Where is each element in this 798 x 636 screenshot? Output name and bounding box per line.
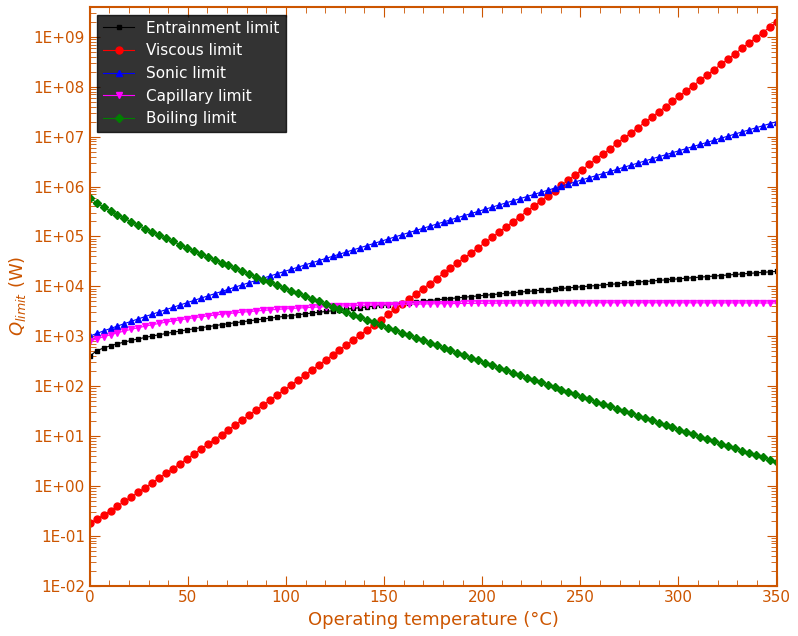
Sonic limit (244, 279, 254, 286)
Capillary limit (723, 299, 733, 307)
Sonic limit (717, 134, 726, 142)
Line: Entrainment limit: Entrainment limit (87, 269, 779, 359)
Legend: Entrainment limit, Viscous limit, Sonic limit, Capillary limit, Boiling limit: Entrainment limit, Viscous limit, Sonic … (97, 15, 286, 132)
Boiling limit (85, 194, 94, 202)
Line: Capillary limit: Capillary limit (87, 300, 780, 344)
Viscous limit (494, 228, 504, 236)
Boiling limit (217, 259, 227, 266)
Entrainment limit (85, 352, 94, 360)
Sonic limit (439, 218, 448, 226)
Viscous limit (439, 270, 448, 277)
Sonic limit (737, 128, 747, 136)
Entrainment limit (717, 272, 726, 279)
Line: Viscous limit: Viscous limit (86, 18, 780, 527)
Capillary limit (217, 310, 227, 318)
Boiling limit (717, 440, 726, 448)
Viscous limit (244, 411, 254, 419)
Sonic limit (85, 333, 94, 340)
Capillary limit (744, 299, 753, 307)
Sonic limit (772, 118, 781, 125)
Capillary limit (772, 299, 781, 307)
X-axis label: Operating temperature (°C): Operating temperature (°C) (308, 611, 559, 629)
Capillary limit (494, 300, 504, 307)
Entrainment limit (772, 268, 781, 275)
Capillary limit (439, 300, 448, 307)
Line: Boiling limit: Boiling limit (87, 195, 780, 465)
Boiling limit (494, 364, 504, 371)
Boiling limit (772, 458, 781, 466)
Boiling limit (244, 270, 254, 278)
Entrainment limit (244, 317, 254, 324)
Line: Sonic limit: Sonic limit (87, 119, 780, 339)
Capillary limit (85, 337, 94, 345)
Entrainment limit (737, 270, 747, 278)
Sonic limit (494, 201, 504, 209)
Entrainment limit (494, 290, 504, 298)
Viscous limit (85, 520, 94, 527)
Entrainment limit (217, 321, 227, 328)
Entrainment limit (439, 295, 448, 303)
Viscous limit (717, 60, 726, 68)
Capillary limit (244, 308, 254, 315)
Viscous limit (217, 431, 227, 438)
Viscous limit (772, 18, 781, 25)
Capillary limit (619, 299, 629, 307)
Boiling limit (439, 344, 448, 352)
Viscous limit (737, 45, 747, 52)
Boiling limit (737, 446, 747, 454)
Y-axis label: $Q_{limit}$ (W): $Q_{limit}$ (W) (7, 256, 28, 336)
Sonic limit (217, 287, 227, 295)
